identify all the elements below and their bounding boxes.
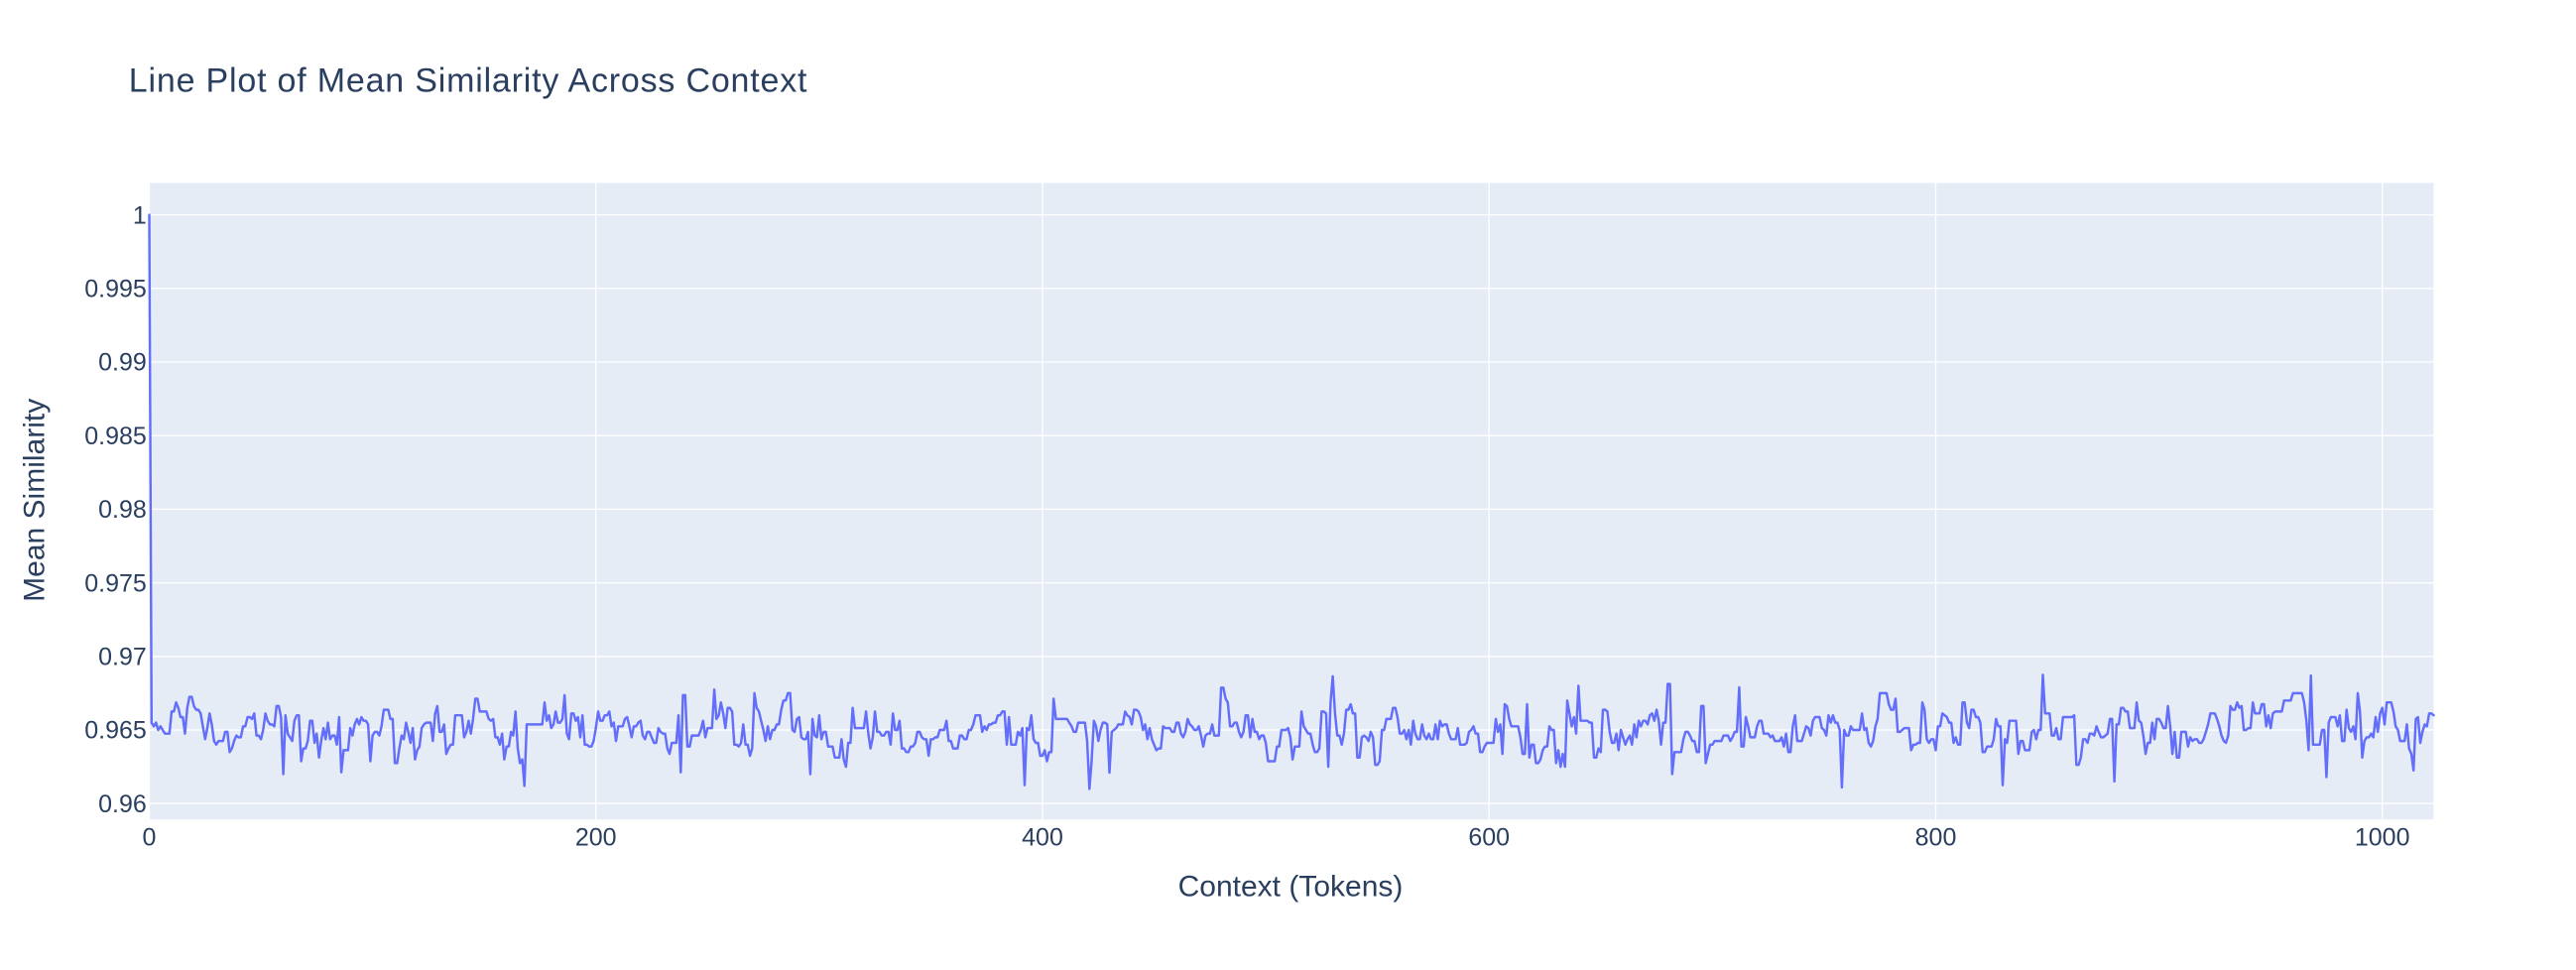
svg-text:0.995: 0.995 xyxy=(84,276,147,303)
svg-text:Mean Similarity: Mean Similarity xyxy=(19,399,52,602)
svg-text:600: 600 xyxy=(1468,824,1510,852)
svg-text:Context (Tokens): Context (Tokens) xyxy=(1178,870,1404,903)
svg-text:0.975: 0.975 xyxy=(84,569,147,597)
svg-text:1: 1 xyxy=(133,201,147,229)
svg-text:400: 400 xyxy=(1022,824,1063,852)
svg-text:1000: 1000 xyxy=(2355,824,2410,852)
svg-text:0: 0 xyxy=(143,824,157,852)
svg-text:800: 800 xyxy=(1915,824,1957,852)
svg-text:Line Plot of Mean Similarity A: Line Plot of Mean Similarity Across Cont… xyxy=(129,61,807,99)
svg-text:200: 200 xyxy=(575,824,617,852)
svg-text:0.99: 0.99 xyxy=(98,349,147,377)
svg-text:0.96: 0.96 xyxy=(98,790,147,818)
svg-text:0.985: 0.985 xyxy=(84,423,147,450)
svg-text:0.98: 0.98 xyxy=(98,496,147,524)
svg-text:0.965: 0.965 xyxy=(84,717,147,745)
svg-text:0.97: 0.97 xyxy=(98,644,147,671)
